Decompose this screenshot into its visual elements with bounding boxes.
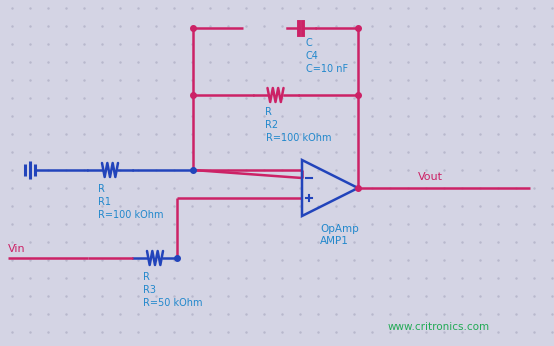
Text: Vout: Vout bbox=[418, 172, 443, 182]
Text: R
R3
R=50 kOhm: R R3 R=50 kOhm bbox=[143, 272, 203, 308]
Text: OpAmp
AMP1: OpAmp AMP1 bbox=[320, 224, 359, 246]
Text: C
C4
C=10 nF: C C4 C=10 nF bbox=[305, 38, 347, 74]
Text: R
R2
R=100 kOhm: R R2 R=100 kOhm bbox=[265, 107, 331, 143]
Text: R
R1
R=100 kOhm: R R1 R=100 kOhm bbox=[98, 184, 163, 220]
Text: Vin: Vin bbox=[8, 244, 25, 254]
Text: www.critronics.com: www.critronics.com bbox=[388, 322, 490, 332]
